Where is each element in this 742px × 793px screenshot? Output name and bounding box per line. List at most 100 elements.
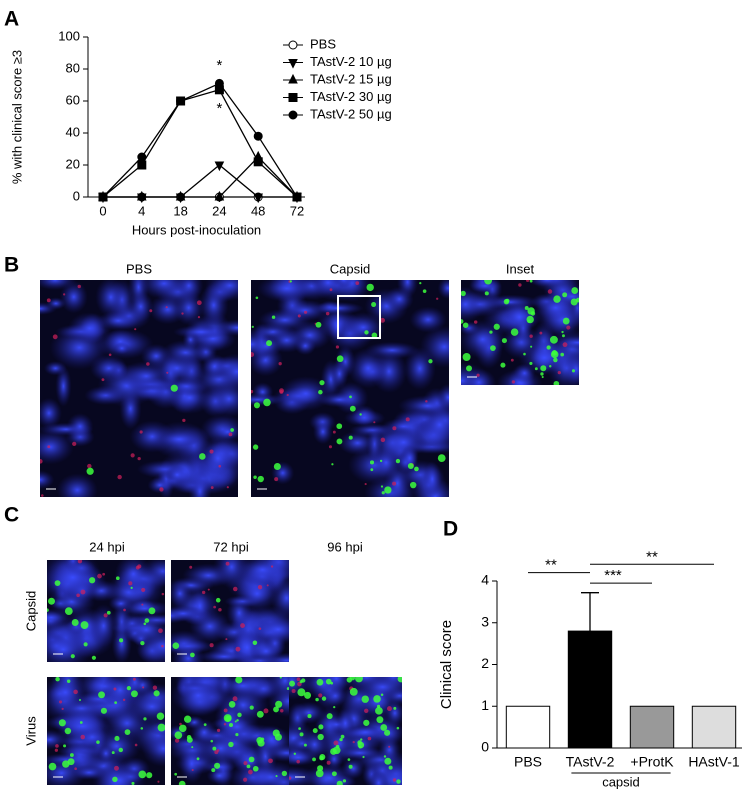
green-signal bbox=[541, 375, 544, 379]
nucleus-blob bbox=[173, 290, 205, 326]
red-signal bbox=[218, 464, 222, 468]
nucleus-blob bbox=[171, 677, 226, 716]
green-signal bbox=[318, 389, 323, 395]
green-signal bbox=[331, 771, 337, 777]
nucleus-blob bbox=[95, 280, 127, 318]
nucleus-blob bbox=[117, 599, 165, 617]
green-signal bbox=[534, 367, 538, 371]
green-signal bbox=[540, 372, 544, 376]
red-signal bbox=[274, 477, 279, 482]
nucleus-blob bbox=[208, 380, 238, 418]
green-signal bbox=[331, 463, 334, 466]
nucleus-blob bbox=[202, 441, 234, 476]
green-signal bbox=[393, 706, 397, 710]
red-signal bbox=[367, 736, 372, 741]
error-bar bbox=[581, 592, 599, 632]
red-signal bbox=[218, 607, 222, 612]
nucleus-blob bbox=[165, 465, 189, 485]
red-signal bbox=[166, 371, 169, 374]
green-signal bbox=[349, 405, 356, 412]
green-signal bbox=[342, 779, 347, 783]
green-signal bbox=[289, 680, 296, 687]
nucleus-blob bbox=[157, 431, 201, 447]
red-signal bbox=[228, 432, 233, 437]
nucleus-blob bbox=[348, 348, 389, 389]
green-signal bbox=[130, 690, 138, 698]
green-signal bbox=[384, 757, 392, 765]
green-signal bbox=[315, 321, 322, 328]
image-content bbox=[40, 280, 238, 497]
red-signal bbox=[562, 342, 568, 348]
red-signal bbox=[122, 698, 126, 702]
image-caption: Inset bbox=[506, 261, 535, 276]
green-signal bbox=[369, 460, 375, 465]
green-signal bbox=[214, 762, 221, 769]
green-signal bbox=[211, 768, 216, 773]
green-signal bbox=[461, 290, 466, 297]
red-signal bbox=[207, 588, 210, 591]
green-signal bbox=[550, 335, 558, 344]
green-signal bbox=[234, 720, 237, 723]
green-signal bbox=[384, 729, 391, 736]
green-signal bbox=[144, 618, 150, 623]
nucleus-blob bbox=[151, 351, 203, 385]
green-signal bbox=[96, 740, 100, 744]
green-signal bbox=[466, 365, 473, 372]
red-signal bbox=[333, 740, 339, 746]
inset-box bbox=[337, 295, 381, 339]
nucleus-blob bbox=[251, 334, 283, 357]
micrograph bbox=[461, 280, 579, 385]
significance-label: ** bbox=[646, 548, 658, 565]
green-signal bbox=[148, 607, 156, 615]
green-signal bbox=[384, 486, 392, 494]
red-signal bbox=[258, 627, 262, 631]
green-signal bbox=[286, 687, 289, 691]
series-line bbox=[103, 156, 298, 198]
nucleus-blob bbox=[40, 397, 62, 429]
green-signal bbox=[560, 352, 565, 357]
y-axis-title: Clinical score bbox=[438, 620, 455, 709]
image-caption: Capsid bbox=[330, 261, 370, 276]
green-signal bbox=[196, 757, 200, 761]
image-content bbox=[289, 677, 402, 785]
green-signal bbox=[575, 297, 579, 303]
marker bbox=[288, 93, 298, 102]
green-signal bbox=[112, 776, 118, 783]
red-signal bbox=[557, 371, 561, 375]
significance-label: *** bbox=[604, 567, 622, 584]
green-signal bbox=[562, 317, 570, 325]
green-signal bbox=[376, 716, 384, 724]
x-tick-label: HAstV-1 bbox=[688, 754, 740, 770]
red-signal bbox=[279, 389, 284, 394]
green-signal bbox=[54, 580, 61, 586]
nucleus-blob bbox=[437, 280, 449, 300]
green-signal bbox=[215, 597, 221, 603]
green-signal bbox=[273, 462, 281, 471]
nucleus-blob bbox=[101, 677, 139, 709]
green-signal bbox=[500, 362, 506, 368]
red-signal bbox=[364, 482, 367, 486]
x-axis-title: Hours post-inoculation bbox=[132, 222, 261, 237]
red-signal bbox=[58, 700, 63, 704]
image-content bbox=[251, 280, 449, 497]
red-signal bbox=[146, 362, 150, 366]
nucleus-blob bbox=[409, 306, 447, 333]
green-signal bbox=[298, 727, 301, 731]
red-signal bbox=[209, 643, 214, 648]
red-signal bbox=[210, 486, 214, 489]
red-signal bbox=[232, 696, 238, 702]
green-signal bbox=[380, 693, 384, 697]
x-tick-label: 48 bbox=[251, 203, 265, 218]
red-signal bbox=[72, 441, 77, 447]
green-signal bbox=[383, 755, 387, 758]
marker bbox=[288, 40, 298, 50]
red-signal bbox=[436, 297, 439, 300]
nucleus-blob bbox=[40, 470, 55, 490]
micrograph bbox=[171, 677, 289, 785]
red-signal bbox=[296, 677, 301, 682]
green-signal bbox=[78, 698, 82, 702]
green-signal bbox=[349, 395, 352, 399]
red-signal bbox=[257, 585, 263, 590]
green-signal bbox=[318, 724, 324, 730]
red-signal bbox=[102, 572, 106, 576]
